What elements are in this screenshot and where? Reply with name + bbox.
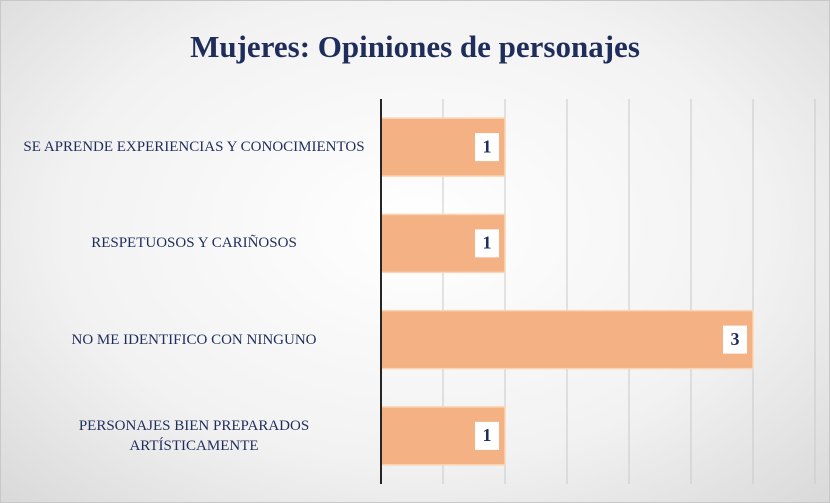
value-label-box [475, 229, 499, 258]
value-label-box [475, 421, 499, 450]
bar [380, 309, 754, 370]
value-label-box [475, 133, 499, 162]
category-label: PERSONAJES BIEN PREPARADOS ARTÍSTICAMENT… [78, 417, 310, 454]
category-label: RESPETUOSOS Y CARIÑOSOS [91, 235, 297, 252]
value-label: 3 [731, 329, 740, 349]
value-label: 1 [483, 233, 492, 253]
category-label: SE APRENDE EXPERIENCIAS Y CONOCIMIENTOS [23, 139, 365, 156]
value-label-box [723, 325, 747, 354]
value-label: 1 [483, 425, 492, 445]
value-label: 1 [483, 136, 492, 156]
category-label: NO ME IDENTIFICO CON NINGUNO [71, 331, 317, 348]
chart-title: Mujeres: Opiniones de personajes [190, 29, 640, 64]
